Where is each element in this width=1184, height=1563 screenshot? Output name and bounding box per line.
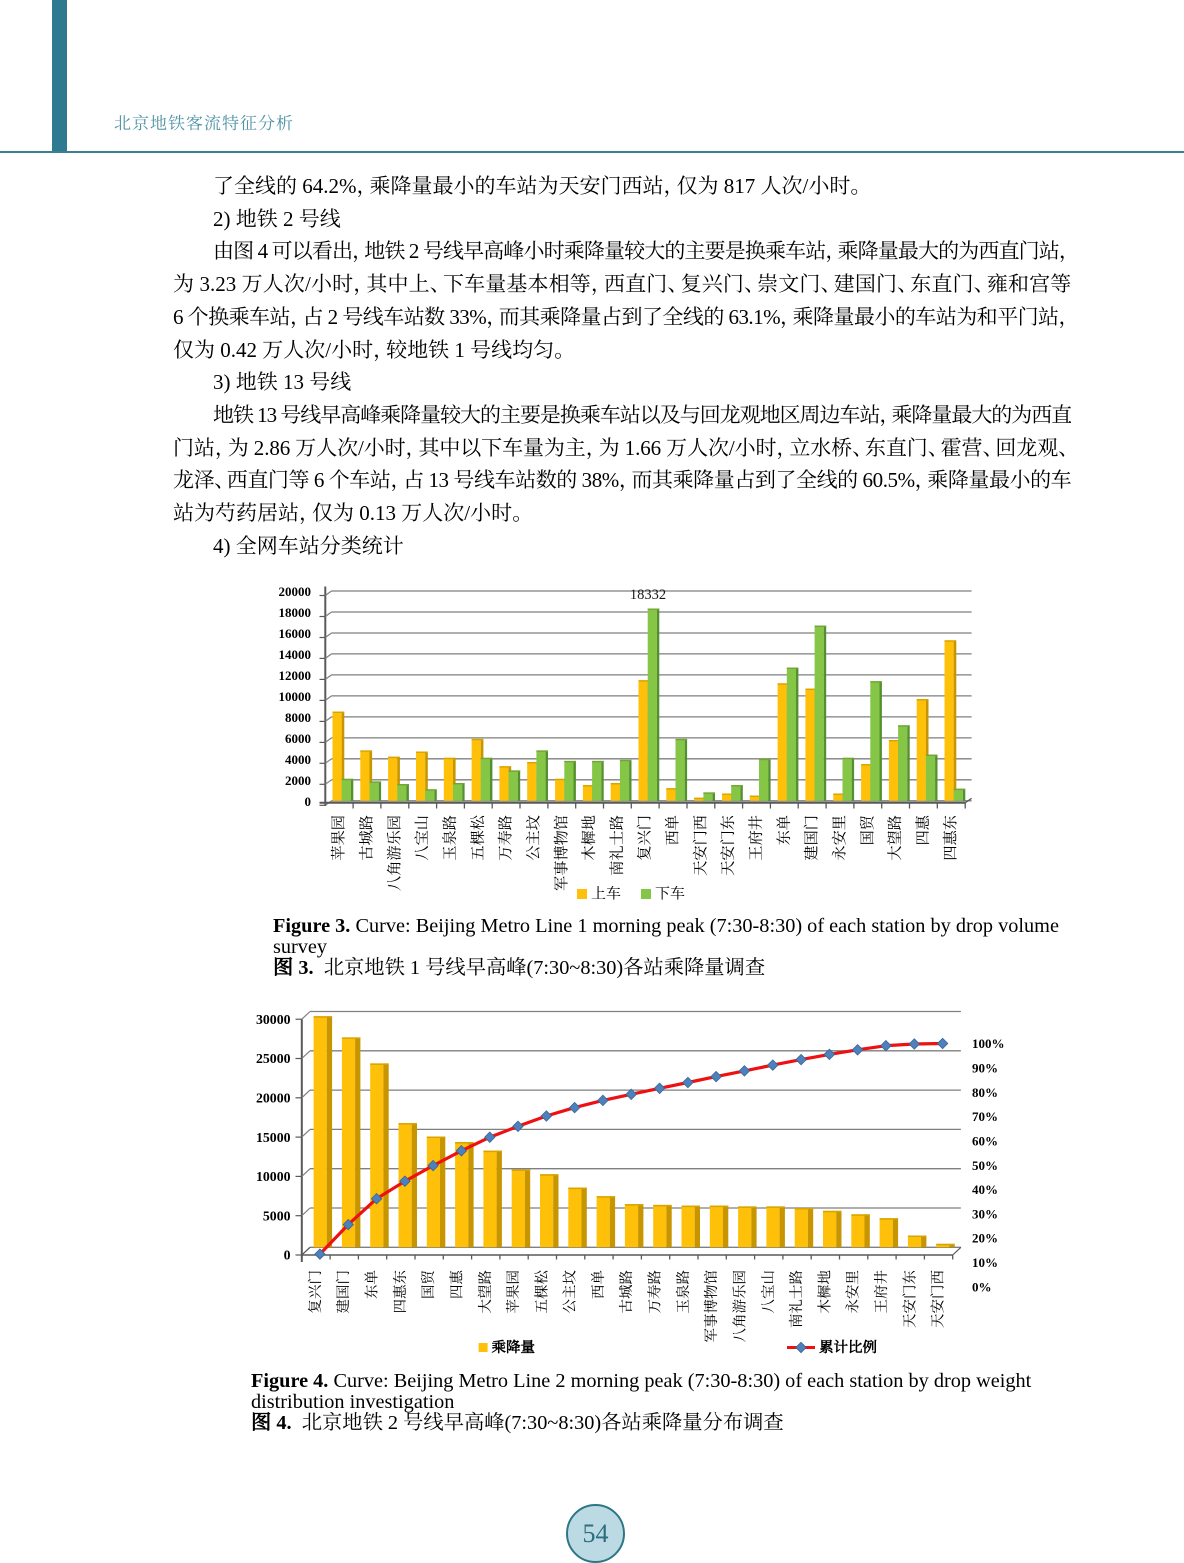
svg-text:西单: 西单 [665, 815, 682, 845]
svg-text:古城路: 古城路 [618, 1270, 635, 1314]
svg-text:100%: 100% [972, 1036, 1005, 1051]
svg-text:20000: 20000 [256, 1091, 291, 1106]
svg-text:东单: 东单 [364, 1270, 381, 1299]
svg-text:4000: 4000 [285, 752, 311, 767]
svg-text:30%: 30% [972, 1206, 998, 1221]
svg-text:上车: 上车 [591, 886, 621, 903]
svg-text:大望路: 大望路 [887, 815, 904, 861]
svg-text:下车: 下车 [655, 886, 685, 903]
svg-text:东单: 东单 [776, 815, 793, 845]
svg-text:八宝山: 八宝山 [414, 815, 431, 861]
svg-text:军事博物馆: 军事博物馆 [703, 1270, 720, 1343]
svg-text:八角游乐园: 八角游乐园 [731, 1270, 748, 1343]
svg-text:复兴门: 复兴门 [307, 1270, 324, 1314]
svg-text:西单: 西单 [590, 1270, 607, 1299]
svg-text:五棵松: 五棵松 [533, 1270, 550, 1314]
svg-text:0: 0 [284, 1248, 291, 1263]
svg-text:累计比例: 累计比例 [819, 1339, 877, 1356]
svg-text:八宝山: 八宝山 [760, 1270, 777, 1314]
svg-text:天安门西: 天安门西 [692, 815, 709, 876]
svg-text:20%: 20% [972, 1231, 998, 1246]
svg-text:古城路: 古城路 [359, 815, 376, 861]
svg-text:8000: 8000 [285, 710, 311, 725]
svg-text:军事博物馆: 军事博物馆 [553, 815, 570, 891]
svg-text:四惠东: 四惠东 [943, 815, 960, 861]
svg-text:10%: 10% [972, 1255, 998, 1270]
svg-text:建国门: 建国门 [804, 815, 821, 861]
svg-text:2000: 2000 [285, 773, 311, 788]
svg-text:5000: 5000 [263, 1208, 291, 1223]
svg-text:八角游乐园: 八角游乐园 [386, 815, 403, 891]
svg-text:10000: 10000 [256, 1169, 291, 1184]
svg-text:30000: 30000 [256, 1012, 291, 1027]
svg-text:玉泉路: 玉泉路 [675, 1270, 692, 1314]
svg-text:80%: 80% [972, 1085, 998, 1100]
svg-text:大望路: 大望路 [477, 1270, 494, 1314]
svg-text:20000: 20000 [279, 584, 312, 599]
svg-text:公主坟: 公主坟 [562, 1270, 579, 1314]
svg-text:四惠: 四惠 [915, 815, 932, 845]
svg-text:苹果园: 苹果园 [331, 815, 348, 861]
svg-text:玉泉路: 玉泉路 [442, 815, 459, 861]
svg-text:木樨地: 木樨地 [816, 1270, 833, 1314]
svg-text:90%: 90% [972, 1061, 998, 1076]
svg-text:天安门西: 天安门西 [930, 1270, 947, 1328]
svg-text:18000: 18000 [279, 605, 312, 620]
svg-text:王府井: 王府井 [748, 815, 765, 861]
svg-text:50%: 50% [972, 1158, 998, 1173]
svg-text:万寿路: 万寿路 [647, 1270, 664, 1314]
svg-text:0: 0 [305, 794, 312, 809]
svg-text:60%: 60% [972, 1134, 998, 1149]
svg-text:15000: 15000 [256, 1130, 291, 1145]
svg-text:建国门: 建国门 [335, 1270, 352, 1314]
svg-text:6000: 6000 [285, 731, 311, 746]
svg-text:复兴门: 复兴门 [637, 815, 654, 861]
svg-text:永安里: 永安里 [832, 815, 849, 861]
svg-text:天安门东: 天安门东 [720, 815, 737, 876]
svg-text:0%: 0% [972, 1279, 992, 1294]
svg-text:公主坟: 公主坟 [525, 815, 542, 861]
svg-text:王府井: 王府井 [873, 1270, 890, 1314]
svg-text:40%: 40% [972, 1182, 998, 1197]
svg-text:南礼士路: 南礼士路 [788, 1270, 805, 1328]
svg-text:14000: 14000 [279, 647, 312, 662]
svg-text:10000: 10000 [279, 689, 312, 704]
svg-text:南礼士路: 南礼士路 [609, 815, 626, 876]
svg-text:国贸: 国贸 [420, 1270, 437, 1299]
svg-text:70%: 70% [972, 1109, 998, 1124]
svg-text:25000: 25000 [256, 1051, 291, 1066]
svg-text:四惠东: 四惠东 [392, 1270, 409, 1314]
svg-text:乘降量: 乘降量 [492, 1339, 536, 1356]
svg-text:国贸: 国贸 [859, 815, 876, 845]
svg-text:16000: 16000 [279, 626, 312, 641]
svg-text:18332: 18332 [630, 587, 666, 603]
svg-text:四惠: 四惠 [448, 1270, 465, 1299]
svg-text:天安门东: 天安门东 [901, 1270, 918, 1328]
svg-text:五棵松: 五棵松 [470, 815, 487, 861]
svg-text:永安里: 永安里 [845, 1270, 862, 1314]
svg-text:苹果园: 苹果园 [505, 1270, 522, 1314]
svg-text:12000: 12000 [279, 668, 312, 683]
svg-text:木樨地: 木樨地 [581, 815, 598, 861]
svg-text:万寿路: 万寿路 [498, 815, 515, 861]
